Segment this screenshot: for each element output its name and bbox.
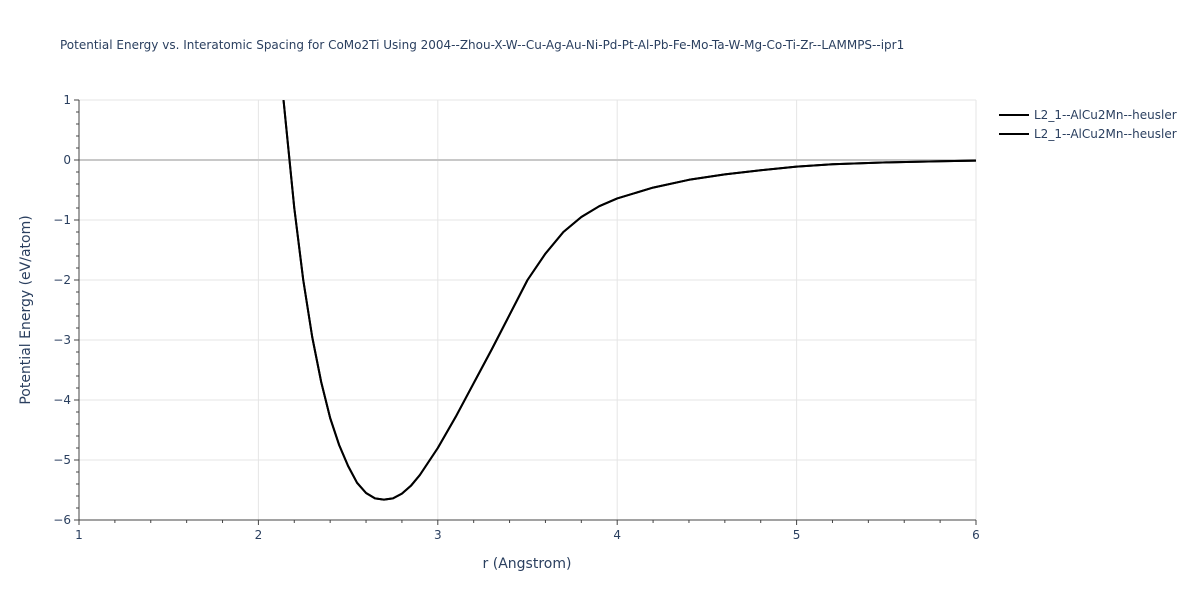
chart-title: Potential Energy vs. Interatomic Spacing… (60, 38, 905, 52)
legend-label: L2_1--AlCu2Mn--heusler (1034, 108, 1177, 122)
x-tick-label: 1 (75, 528, 83, 542)
y-tick-label: −5 (53, 453, 71, 467)
axes: 1 2 3 4 5 6 1 0 −1 −2 −3 −4 −5 −6 (53, 93, 980, 542)
x-tick-label: 5 (793, 528, 801, 542)
series-line-2 (282, 100, 976, 501)
legend-label: L2_1--AlCu2Mn--heusler (1034, 127, 1177, 141)
x-tick-label: 3 (434, 528, 442, 542)
y-axis-title: Potential Energy (eV/atom) (18, 215, 34, 404)
y-tick-label: 0 (63, 153, 71, 167)
legend-item-2[interactable]: L2_1--AlCu2Mn--heusler (999, 127, 1177, 141)
y-tick-label: 1 (63, 93, 71, 107)
x-axis-title: r (Angstrom) (483, 556, 572, 572)
x-tick-label: 4 (613, 528, 621, 542)
legend[interactable]: L2_1--AlCu2Mn--heusler L2_1--AlCu2Mn--heu… (999, 108, 1177, 141)
series-lines (282, 100, 976, 501)
y-tick-label: −2 (53, 273, 71, 287)
y-tick-label: −4 (53, 393, 71, 407)
x-tick-label: 6 (972, 528, 980, 542)
y-tick-label: −6 (53, 513, 71, 527)
x-tick-label: 2 (255, 528, 263, 542)
y-tick-label: −3 (53, 333, 71, 347)
y-tick-label: −1 (53, 213, 71, 227)
legend-item-1[interactable]: L2_1--AlCu2Mn--heusler (999, 108, 1177, 122)
